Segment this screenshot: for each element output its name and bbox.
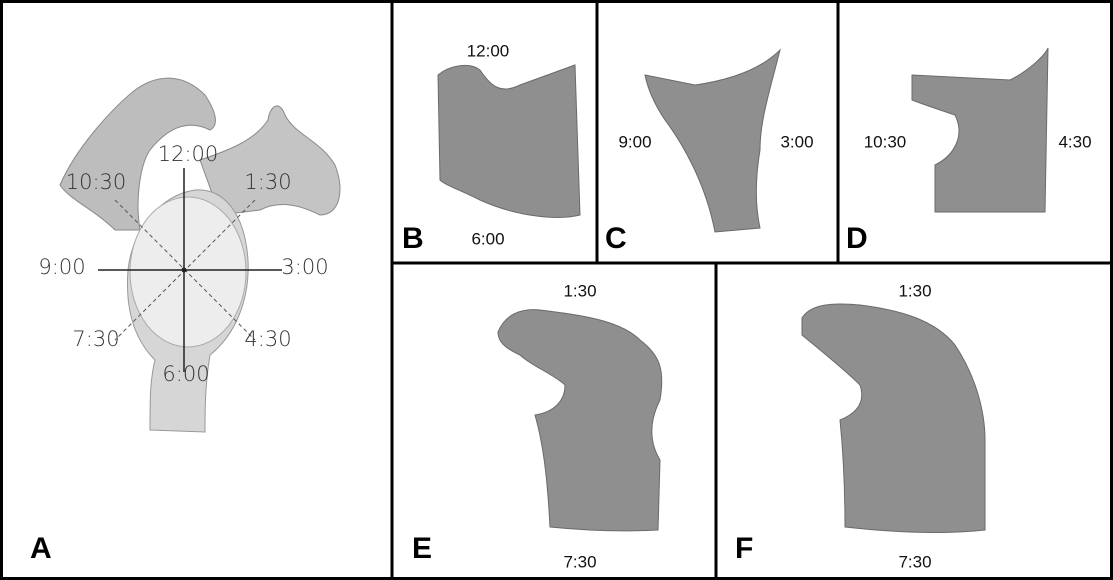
clock-label: 10:30 bbox=[66, 170, 127, 194]
panel-letter: D bbox=[846, 222, 868, 255]
clock-label: 9:00 bbox=[38, 255, 85, 279]
clock-label: 1:30 bbox=[563, 281, 596, 300]
panel-letter: C bbox=[605, 222, 627, 255]
clock-label: 1:30 bbox=[898, 281, 931, 300]
panel-letter: F bbox=[735, 532, 753, 565]
clock-label: 7:30 bbox=[563, 552, 596, 571]
clock-label: 3:00 bbox=[780, 132, 813, 151]
clock-label: 10:30 bbox=[864, 132, 907, 151]
panel-letter: A bbox=[30, 532, 52, 565]
panel-letter: E bbox=[412, 532, 432, 565]
clock-label: 4:30 bbox=[244, 327, 291, 351]
clock-label: 6:00 bbox=[162, 362, 209, 386]
figure: 12:00 1:30 10:30 9:00 3:00 7:30 4:30 6:0… bbox=[0, 0, 1113, 580]
clock-label: 3:00 bbox=[281, 255, 328, 279]
clock-label: 12:00 bbox=[158, 142, 219, 166]
clock-label: 1:30 bbox=[244, 170, 291, 194]
clock-label: 7:30 bbox=[72, 327, 119, 351]
clock-label: 9:00 bbox=[618, 132, 651, 151]
panel-letter: B bbox=[402, 222, 424, 255]
clock-label: 7:30 bbox=[898, 552, 931, 571]
clock-label: 4:30 bbox=[1058, 132, 1091, 151]
clock-label: 6:00 bbox=[471, 229, 504, 248]
clock-label: 12:00 bbox=[467, 41, 510, 60]
